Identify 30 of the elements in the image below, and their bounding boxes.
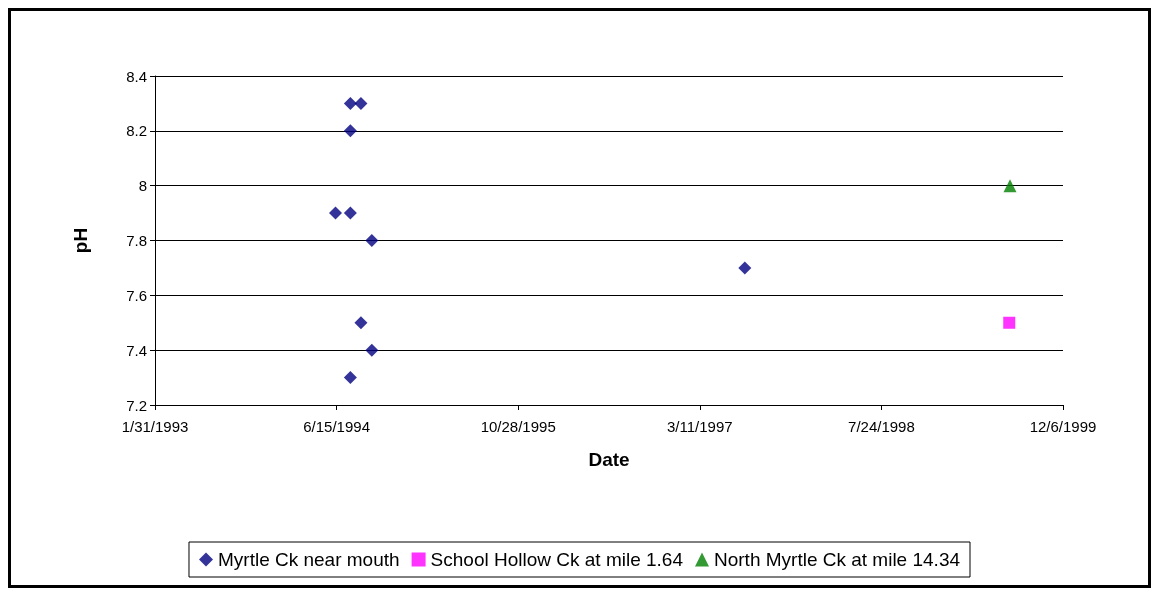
legend-label: School Hollow Ck at mile 1.64 (430, 549, 684, 570)
y-tick-label: 7.6 (126, 286, 147, 304)
point (354, 316, 368, 330)
point (343, 206, 357, 220)
point (365, 343, 379, 357)
y-tick-label: 8.4 (126, 67, 147, 85)
point (343, 96, 357, 110)
point (738, 261, 752, 275)
point (343, 371, 357, 385)
point (343, 124, 357, 138)
point (365, 234, 379, 247)
legend-label: Myrtle Ck near mouth (217, 549, 400, 570)
x-tick-label: 7/24/1998 (848, 418, 915, 435)
y-tick-label: 8 (138, 177, 147, 195)
point (354, 96, 368, 110)
point (329, 206, 343, 220)
legend-label: North Myrtle Ck at mile 14.34 (713, 549, 961, 570)
point (1003, 179, 1017, 193)
y-tick-label: 7.8 (126, 232, 147, 249)
y-tick-label: 8.2 (126, 122, 147, 140)
y-tick-label: 7.4 (126, 341, 147, 359)
y-tick-label: 7.2 (126, 396, 147, 414)
x-axis-title: Date (588, 449, 630, 470)
x-tick-label: 1/31/1993 (121, 418, 189, 435)
x-tick-label: 3/11/1997 (666, 418, 733, 435)
x-tick-label: 10/28/1995 (480, 418, 556, 435)
y-axis-title: pH (70, 227, 91, 254)
point (1003, 316, 1016, 329)
x-tick-label: 6/15/1994 (303, 418, 370, 435)
x-tick-label: 12/6/1999 (1029, 418, 1097, 435)
